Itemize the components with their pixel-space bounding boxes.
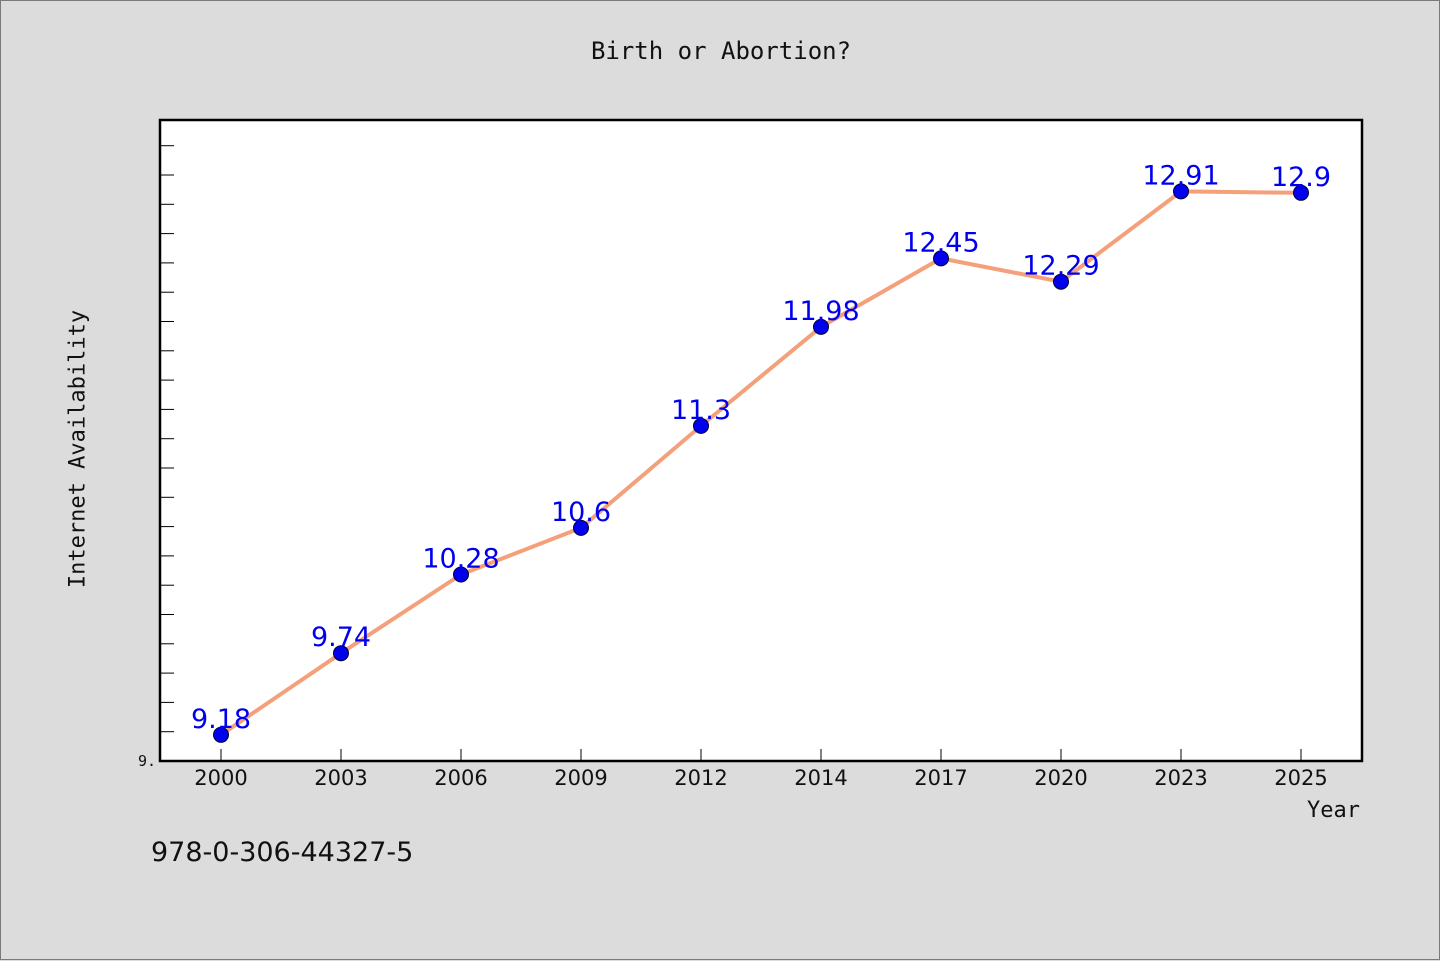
data-label: 12.9: [1271, 162, 1331, 193]
data-label: 12.91: [1142, 160, 1219, 191]
data-label: 12.29: [1022, 251, 1099, 282]
x-tick-label: 2009: [554, 766, 607, 790]
isbn-text: 978-0-306-44327-5: [151, 837, 414, 868]
x-tick-label: 2006: [434, 766, 487, 790]
data-label: 10.28: [422, 544, 499, 575]
x-tick-label: 2023: [1154, 766, 1207, 790]
x-tick-label: 2003: [314, 766, 367, 790]
data-label: 9.74: [311, 622, 371, 653]
data-point: [333, 645, 349, 662]
y-tick-label: 9.: [138, 752, 156, 770]
x-tick-label: 2025: [1274, 766, 1327, 790]
data-point: [213, 726, 229, 743]
plot-area: [158, 118, 1364, 763]
x-tick-label: 2012: [674, 766, 727, 790]
data-point: [1293, 184, 1309, 201]
data-label: 12.45: [902, 227, 979, 258]
x-tick-label: 2000: [194, 766, 247, 790]
data-label: 11.3: [671, 395, 731, 426]
data-label: 9.18: [191, 704, 251, 735]
data-point: [453, 566, 469, 583]
chart-title: Birth or Abortion?: [590, 37, 852, 65]
x-axis-label: Year: [1307, 798, 1360, 823]
data-label: 10.6: [551, 497, 611, 528]
x-tick-label: 2020: [1034, 766, 1087, 790]
series-line: [219, 189, 1303, 737]
data-point: [693, 417, 709, 434]
data-label: 11.98: [782, 296, 859, 327]
data-point: [813, 318, 829, 335]
data-point: [933, 250, 949, 267]
data-point: [1173, 183, 1189, 200]
data-point: [1053, 273, 1069, 290]
x-tick-label: 2017: [914, 766, 967, 790]
x-tick-label: 2014: [794, 766, 847, 790]
data-point: [573, 519, 589, 536]
